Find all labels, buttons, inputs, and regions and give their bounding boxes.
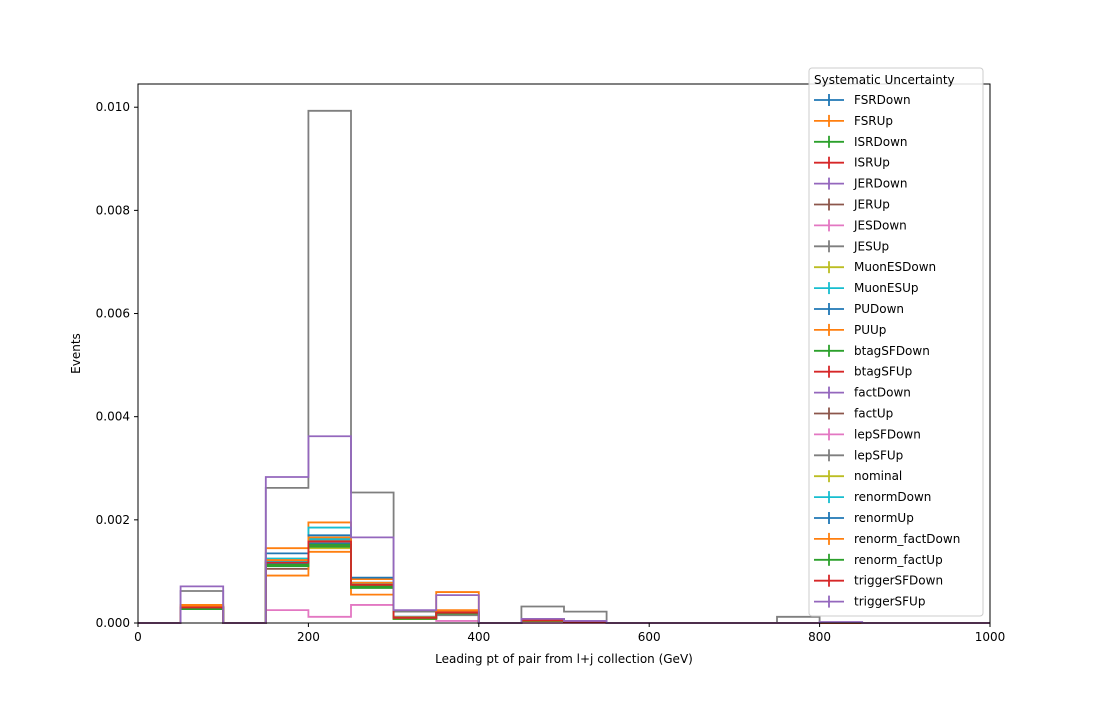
legend-entry-factDown: factDown xyxy=(814,386,911,400)
legend: Systematic Uncertainty FSRDown FSRUp ISRDo… xyxy=(808,67,984,617)
legend-entry-JESUp: JESUp xyxy=(814,239,889,253)
legend-entry-btagSFDown: btagSFDown xyxy=(814,344,930,358)
legend-label: PUDown xyxy=(854,302,904,316)
legend-label: PUUp xyxy=(854,323,886,337)
x-tick-label: 0 xyxy=(134,630,142,644)
legend-label: btagSFUp xyxy=(854,365,912,379)
legend-entry-ISRUp: ISRUp xyxy=(814,156,890,170)
legend-label: nominal xyxy=(854,469,902,483)
legend-entry-PUUp: PUUp xyxy=(814,323,886,337)
legend-title: Systematic Uncertainty xyxy=(814,73,955,87)
legend-label: JERDown xyxy=(853,177,907,191)
legend-label: triggerSFDown xyxy=(854,574,943,588)
legend-label: factUp xyxy=(854,407,893,421)
legend-label: MuonESDown xyxy=(854,260,936,274)
legend-entry-lepSFUp: lepSFUp xyxy=(814,448,903,462)
y-tick-label: 0.002 xyxy=(96,513,130,527)
legend-label: ISRDown xyxy=(854,135,908,149)
legend-entry-JERUp: JERUp xyxy=(814,198,890,212)
legend-entry-btagSFUp: btagSFUp xyxy=(814,365,912,379)
legend-entry-FSRUp: FSRUp xyxy=(814,114,893,128)
x-axis-label: Leading pt of pair from l+j collection (… xyxy=(435,652,693,666)
legend-box xyxy=(808,67,984,617)
legend-entries: FSRDown FSRUp ISRDown ISRUp JERDown JERUp JESD… xyxy=(814,93,960,609)
legend-entry-factUp: factUp xyxy=(814,407,893,421)
x-tick-label: 400 xyxy=(467,630,490,644)
legend-label: FSRDown xyxy=(854,93,911,107)
x-tick-label: 200 xyxy=(297,630,320,644)
legend-label: MuonESUp xyxy=(854,281,919,295)
legend-entry-ISRDown: ISRDown xyxy=(814,135,908,149)
legend-label: JESDown xyxy=(853,218,907,232)
legend-label: renorm_factDown xyxy=(854,532,960,546)
legend-entry-nominal: nominal xyxy=(814,469,902,483)
legend-entry-renormUp: renormUp xyxy=(814,511,914,525)
legend-label: lepSFDown xyxy=(854,427,921,441)
legend-entry-MuonESUp: MuonESUp xyxy=(814,281,919,295)
legend-entry-JESDown: JESDown xyxy=(814,218,907,232)
legend-entry-renorm_factDown: renorm_factDown xyxy=(814,532,960,546)
legend-label: renorm_factUp xyxy=(854,553,943,567)
y-axis-label: Events xyxy=(69,333,83,374)
legend-label: JERUp xyxy=(853,198,890,212)
x-tick-label: 600 xyxy=(638,630,661,644)
ticks-layer: 0 200 400 600 800 1000 0.000 0.002 0.004 0.006 0.0… xyxy=(96,100,1006,644)
y-tick-label: 0.004 xyxy=(96,410,130,424)
legend-label: triggerSFUp xyxy=(854,595,925,609)
legend-entry-FSRDown: FSRDown xyxy=(814,93,911,107)
legend-label: renormDown xyxy=(854,490,931,504)
axes-frame xyxy=(137,83,991,624)
legend-label: factDown xyxy=(854,386,911,400)
legend-label: FSRUp xyxy=(854,114,893,128)
legend-entry-PUDown: PUDown xyxy=(814,302,904,316)
y-tick-label: 0.006 xyxy=(96,307,130,321)
legend-entry-renormDown: renormDown xyxy=(814,490,931,504)
legend-entry-MuonESDown: MuonESDown xyxy=(814,260,936,274)
legend-entry-triggerSFUp: triggerSFUp xyxy=(814,595,925,609)
legend-entry-JERDown: JERDown xyxy=(814,177,907,191)
x-tick-label: 1000 xyxy=(975,630,1006,644)
y-tick-label: 0.000 xyxy=(96,616,130,630)
legend-entry-renorm_factUp: renorm_factUp xyxy=(814,553,943,567)
legend-label: renormUp xyxy=(854,511,914,525)
legend-label: btagSFDown xyxy=(854,344,930,358)
legend-entry-lepSFDown: lepSFDown xyxy=(814,427,921,441)
legend-label: lepSFUp xyxy=(854,448,903,462)
y-tick-label: 0.008 xyxy=(96,203,130,217)
y-tick-label: 0.010 xyxy=(96,100,130,114)
legend-label: JESUp xyxy=(853,239,889,253)
x-tick-label: 800 xyxy=(808,630,831,644)
legend-entry-triggerSFDown: triggerSFDown xyxy=(814,574,943,588)
legend-label: ISRUp xyxy=(854,156,890,170)
